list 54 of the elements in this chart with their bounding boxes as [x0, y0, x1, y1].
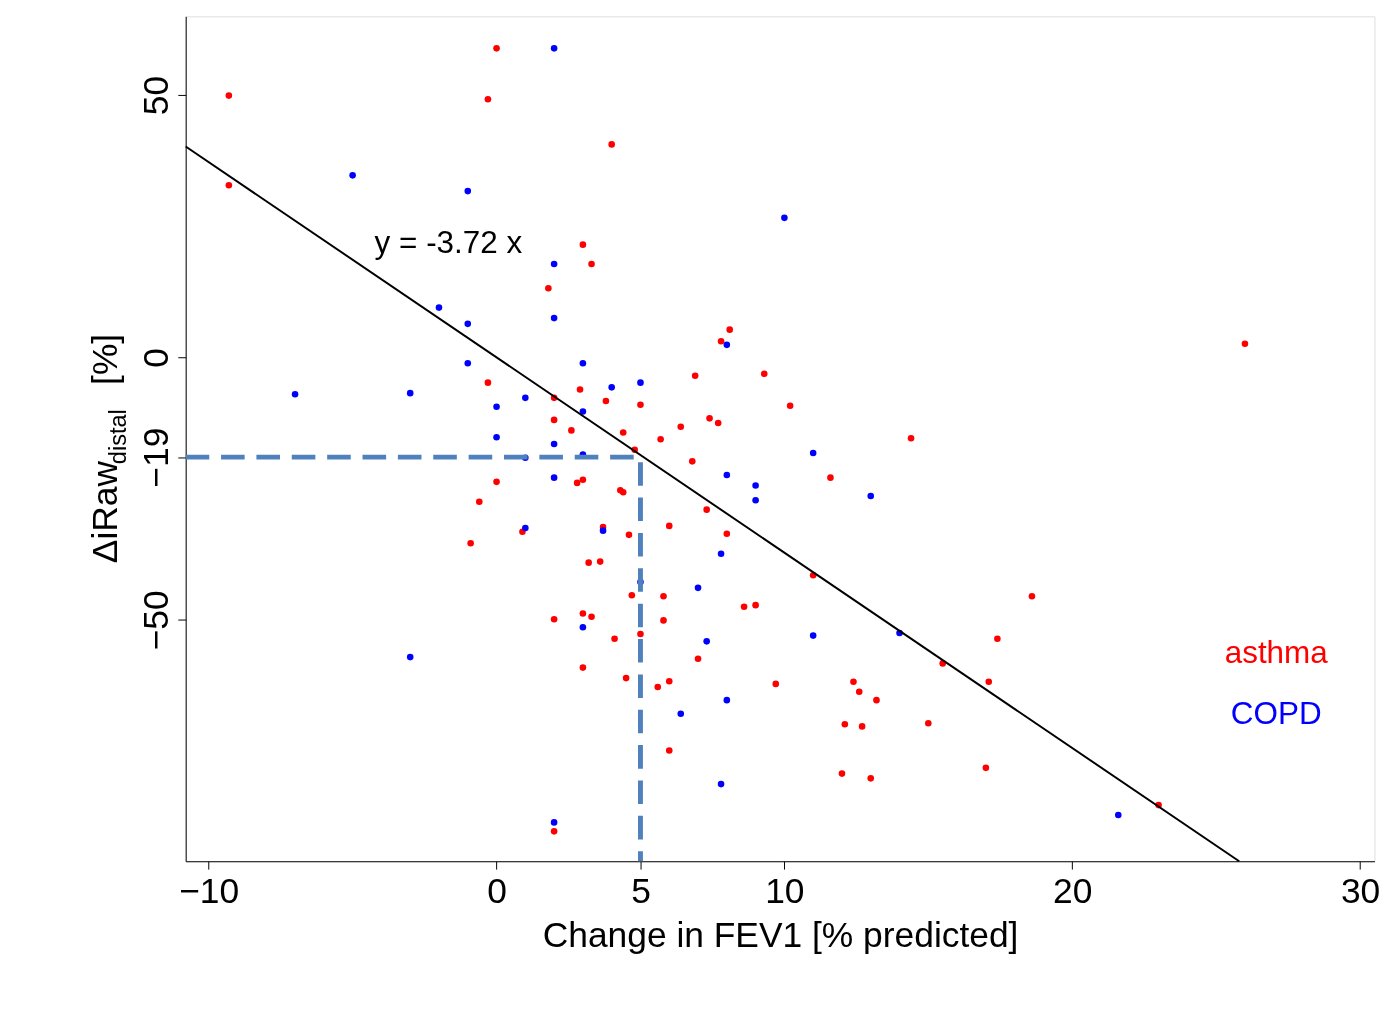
y-tick-label: 50: [136, 75, 176, 116]
point: [1114, 811, 1122, 819]
point: [694, 584, 702, 592]
point: [579, 408, 587, 415]
point: [723, 341, 731, 349]
point: [723, 471, 731, 479]
point: [579, 623, 587, 631]
y-axis-title: ΔiRawdistal [%]: [84, 333, 131, 564]
point: [464, 359, 472, 367]
point: [781, 214, 788, 222]
point: [867, 492, 875, 500]
point: [464, 187, 472, 195]
point: [599, 527, 607, 534]
text: COPD: [1230, 695, 1322, 731]
point: [637, 379, 644, 386]
point: [677, 710, 685, 718]
point: [809, 632, 817, 639]
point: [291, 390, 299, 398]
point: [717, 780, 725, 788]
y-tick-label: 0: [136, 348, 176, 368]
point: [608, 384, 615, 391]
point: [550, 440, 558, 448]
point: [717, 550, 725, 558]
point: [406, 389, 414, 397]
x-tick-label: 30: [1340, 871, 1381, 911]
point: [493, 403, 500, 411]
point: [550, 819, 558, 826]
point: [550, 45, 558, 52]
point: [752, 496, 759, 504]
x-tick-label: 20: [1053, 871, 1093, 911]
x-tick-label: 10: [765, 871, 805, 911]
point: [550, 314, 558, 322]
annotation: y = -3.72 x: [374, 224, 523, 260]
point: [406, 653, 414, 661]
point: [550, 260, 558, 268]
point: [349, 172, 356, 179]
point: [752, 482, 759, 489]
point: [723, 696, 731, 704]
point: [493, 433, 500, 441]
y-tick-label: −19: [136, 427, 176, 488]
text: asthma: [1224, 634, 1329, 670]
point: [703, 638, 710, 645]
point: [522, 394, 529, 402]
x-tick-label: −10: [179, 871, 240, 911]
point: [464, 320, 472, 328]
x-axis-title: Change in FEV1 [% predicted]: [542, 915, 1019, 955]
point: [579, 359, 587, 367]
point: [522, 524, 529, 532]
point: [809, 449, 817, 457]
x-tick-label: 5: [631, 871, 651, 911]
y-tick-label: −50: [136, 590, 176, 651]
point: [550, 474, 558, 481]
point: [435, 304, 443, 311]
x-tick-label: 0: [487, 871, 507, 911]
